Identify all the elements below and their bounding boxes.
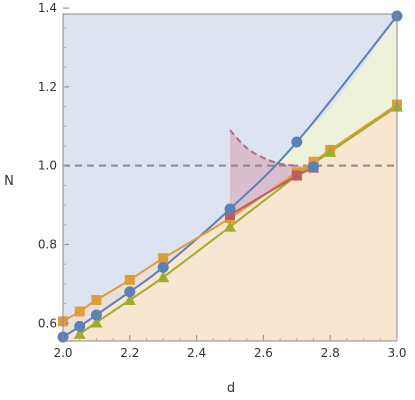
marker-triangle: [157, 271, 170, 283]
marker-square: [91, 295, 102, 306]
marker-red-square: [225, 209, 235, 220]
marker-circle: [74, 320, 86, 332]
marker-circle: [157, 261, 169, 273]
marker-triangle: [324, 145, 337, 157]
x-tick-label: 2.4: [187, 346, 206, 360]
marker-square: [158, 253, 169, 264]
region-pink: [230, 130, 314, 217]
series-markers: [57, 10, 403, 343]
marker-triangle: [90, 316, 103, 328]
marker-circle: [224, 203, 236, 215]
marker-circle: [308, 161, 319, 173]
y-tick-label: 0.8: [38, 237, 57, 251]
series-line-square: [62, 103, 398, 323]
marker-circle: [90, 309, 102, 321]
x-tick-label: 2.2: [120, 346, 139, 360]
marker-triangle: [224, 220, 236, 232]
y-tick-label: 0.6: [38, 316, 57, 330]
shaded-regions: [63, 14, 397, 341]
marker-red-square: [291, 170, 302, 181]
tick-labels: 2.0 2.2 2.4 2.6 2.8 3.0 0.6 0.8 1.0 1.2 1.4: [38, 1, 407, 360]
marker-triangle: [73, 327, 86, 339]
marker-circle: [124, 286, 136, 298]
marker-triangle: [123, 294, 136, 306]
x-tick-label: 2.0: [53, 346, 72, 360]
y-tick-label: 1.2: [38, 80, 57, 94]
x-tick-label: 3.0: [387, 346, 406, 360]
dashed-curve: [229, 129, 297, 167]
axes: [62, 7, 398, 342]
x-tick-label: 2.6: [254, 346, 273, 360]
y-tick-label: 1.0: [38, 159, 57, 173]
marker-square: [124, 274, 135, 285]
x-tick-label: 2.8: [321, 346, 340, 360]
y-axis-label: N: [4, 174, 14, 189]
region-band: [63, 209, 230, 338]
region-green: [273, 15, 397, 173]
y-tick-label: 1.4: [38, 1, 57, 15]
marker-square: [74, 306, 85, 317]
marker-circle: [291, 136, 303, 148]
x-axis-label: d: [227, 381, 235, 396]
